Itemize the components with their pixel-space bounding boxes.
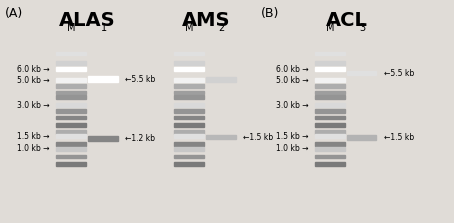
Text: M: M: [326, 23, 334, 33]
Text: 5.0 kb →: 5.0 kb →: [17, 76, 50, 85]
Text: ACL: ACL: [326, 11, 367, 30]
Text: ←5.5 kb: ←5.5 kb: [125, 75, 155, 84]
Text: (A): (A): [5, 7, 23, 20]
Bar: [56, 162, 86, 166]
Bar: [174, 155, 204, 159]
Bar: [174, 147, 204, 151]
Bar: [315, 155, 345, 159]
Bar: [206, 135, 236, 139]
Text: 5.0 kb →: 5.0 kb →: [276, 76, 309, 85]
Bar: [315, 162, 345, 166]
Bar: [56, 91, 86, 95]
Bar: [56, 78, 86, 82]
Bar: [56, 61, 86, 65]
Bar: [347, 135, 376, 140]
Bar: [174, 162, 204, 166]
Bar: [174, 61, 204, 65]
Bar: [315, 103, 345, 107]
Bar: [315, 61, 345, 65]
Bar: [174, 78, 204, 82]
Bar: [174, 103, 204, 107]
Text: (B): (B): [261, 7, 279, 20]
Text: 2: 2: [218, 23, 225, 33]
Bar: [174, 116, 204, 120]
Bar: [174, 109, 204, 113]
Text: 6.0 kb →: 6.0 kb →: [276, 65, 309, 74]
Bar: [315, 116, 345, 120]
Text: 1.5 kb →: 1.5 kb →: [17, 132, 50, 141]
Bar: [315, 147, 345, 151]
Text: ←1.5 kb: ←1.5 kb: [384, 133, 414, 142]
Text: 1.0 kb →: 1.0 kb →: [276, 144, 309, 153]
Bar: [56, 95, 86, 99]
Bar: [315, 109, 345, 113]
Bar: [56, 142, 86, 146]
Bar: [56, 130, 86, 134]
Bar: [315, 123, 345, 127]
Bar: [315, 91, 345, 95]
Text: 3.0 kb →: 3.0 kb →: [17, 101, 50, 109]
Bar: [174, 91, 204, 95]
Text: ←1.2 kb: ←1.2 kb: [125, 134, 155, 143]
Text: ALAS: ALAS: [59, 11, 116, 30]
Bar: [88, 136, 118, 141]
Bar: [174, 134, 204, 138]
Text: AMS: AMS: [182, 11, 230, 30]
Bar: [315, 52, 345, 56]
Bar: [315, 134, 345, 138]
Text: 1.5 kb →: 1.5 kb →: [276, 132, 309, 141]
Text: 3.0 kb →: 3.0 kb →: [276, 101, 309, 109]
Bar: [315, 130, 345, 134]
Bar: [315, 78, 345, 82]
Text: M: M: [67, 23, 75, 33]
Bar: [56, 67, 86, 71]
Bar: [88, 76, 118, 83]
Text: 3: 3: [359, 23, 365, 33]
Bar: [174, 67, 204, 71]
Bar: [56, 116, 86, 120]
Bar: [174, 84, 204, 88]
Bar: [56, 109, 86, 113]
Text: 6.0 kb →: 6.0 kb →: [17, 65, 50, 74]
Bar: [56, 52, 86, 56]
Bar: [315, 84, 345, 88]
Bar: [56, 147, 86, 151]
Bar: [174, 123, 204, 127]
Bar: [315, 95, 345, 99]
Text: 1: 1: [100, 23, 107, 33]
Bar: [56, 103, 86, 107]
Text: ←1.5 kb: ←1.5 kb: [243, 132, 273, 142]
Bar: [56, 134, 86, 138]
Text: ←5.5 kb: ←5.5 kb: [384, 68, 414, 78]
Bar: [315, 67, 345, 71]
Bar: [206, 77, 236, 82]
Text: M: M: [185, 23, 193, 33]
Text: 1.0 kb →: 1.0 kb →: [17, 144, 50, 153]
Bar: [174, 142, 204, 146]
Bar: [56, 84, 86, 88]
Bar: [56, 123, 86, 127]
Bar: [174, 130, 204, 134]
Bar: [347, 71, 376, 75]
Bar: [174, 52, 204, 56]
Bar: [56, 155, 86, 159]
Bar: [174, 95, 204, 99]
Bar: [315, 142, 345, 146]
